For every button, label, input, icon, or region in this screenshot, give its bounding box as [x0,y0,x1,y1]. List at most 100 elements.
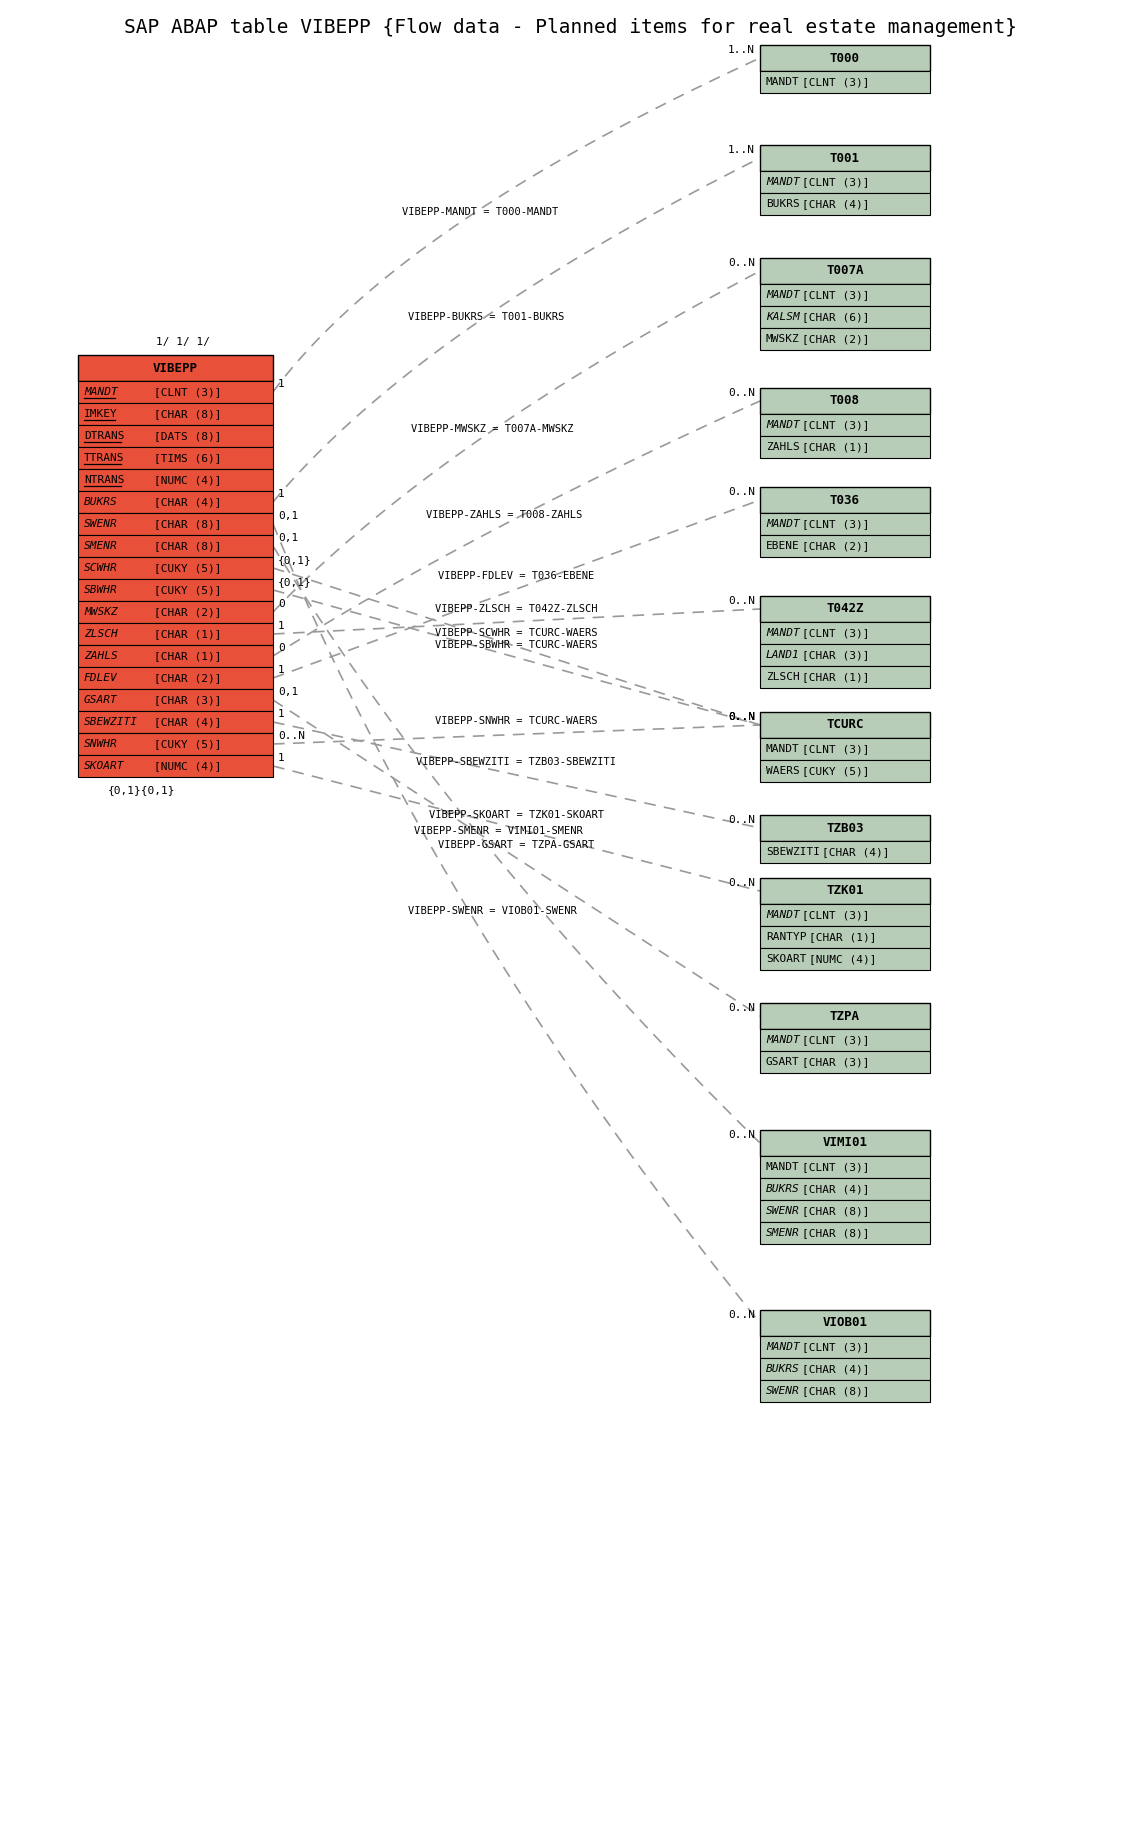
Text: DTRANS: DTRANS [84,432,124,441]
Text: 0: 0 [278,600,285,609]
FancyBboxPatch shape [760,947,930,969]
Text: ZLSCH: ZLSCH [84,629,118,638]
Text: TCURC: TCURC [826,719,864,732]
Text: 0..N: 0..N [728,1002,755,1013]
Text: [CHAR (8)]: [CHAR (8)] [154,410,221,419]
Text: VIBEPP-FDLEV = T036-EBENE: VIBEPP-FDLEV = T036-EBENE [438,571,594,582]
Text: [CHAR (2)]: [CHAR (2)] [154,673,221,682]
Text: TTRANS: TTRANS [84,454,124,463]
FancyBboxPatch shape [760,327,930,349]
Text: VIBEPP-MWSKZ = T007A-MWSKZ: VIBEPP-MWSKZ = T007A-MWSKZ [411,424,574,433]
Text: [CHAR (3)]: [CHAR (3)] [802,649,869,660]
Text: [TIMS (6)]: [TIMS (6)] [154,454,221,463]
Text: GSART: GSART [84,695,118,704]
Text: [CHAR (1)]: [CHAR (1)] [802,443,869,452]
FancyBboxPatch shape [760,1335,930,1357]
Text: [CUKY (5)]: [CUKY (5)] [154,585,221,594]
FancyBboxPatch shape [760,1156,930,1178]
Text: [CHAR (8)]: [CHAR (8)] [802,1227,869,1238]
Text: [CLNT (3)]: [CLNT (3)] [154,388,221,397]
FancyBboxPatch shape [760,1130,930,1156]
Text: VIOB01: VIOB01 [823,1317,867,1330]
Text: 1: 1 [278,666,285,675]
Text: MANDT: MANDT [766,744,800,754]
Text: [CHAR (8)]: [CHAR (8)] [154,541,221,551]
Text: T042Z: T042Z [826,602,864,616]
Text: MANDT: MANDT [766,421,800,430]
Text: VIBEPP-GSART = TZPA-GSART: VIBEPP-GSART = TZPA-GSART [438,840,594,850]
Text: SWENR: SWENR [766,1386,800,1396]
Text: [CLNT (3)]: [CLNT (3)] [802,911,869,920]
Text: 0..N: 0..N [728,711,755,722]
Text: SBEWZITI: SBEWZITI [766,847,820,858]
Text: [CHAR (4)]: [CHAR (4)] [822,847,890,858]
Text: 0..N: 0..N [728,258,755,269]
Text: [CHAR (1)]: [CHAR (1)] [154,651,221,660]
Text: EBENE: EBENE [766,541,800,551]
Text: 0,1: 0,1 [278,688,298,697]
FancyBboxPatch shape [78,536,273,558]
Text: SAP ABAP table VIBEPP {Flow data - Planned items for real estate management}: SAP ABAP table VIBEPP {Flow data - Plann… [124,18,1017,37]
FancyBboxPatch shape [760,878,930,904]
FancyBboxPatch shape [760,536,930,558]
FancyBboxPatch shape [760,1381,930,1403]
Text: [CHAR (4)]: [CHAR (4)] [802,1183,869,1194]
Text: [CLNT (3)]: [CLNT (3)] [802,77,869,88]
Text: 0,1: 0,1 [278,510,298,521]
Text: SNWHR: SNWHR [84,739,118,750]
FancyBboxPatch shape [78,690,273,711]
FancyBboxPatch shape [760,925,930,947]
Text: [CHAR (2)]: [CHAR (2)] [802,335,869,344]
Text: 1: 1 [278,710,285,719]
Text: SBEWZITI: SBEWZITI [84,717,138,726]
Text: MANDT: MANDT [766,1035,800,1044]
Text: [CHAR (1)]: [CHAR (1)] [154,629,221,638]
Text: MANDT: MANDT [766,1342,800,1352]
FancyBboxPatch shape [78,711,273,733]
Text: VIBEPP-MANDT = T000-MANDT: VIBEPP-MANDT = T000-MANDT [403,207,559,218]
Text: [CHAR (4)]: [CHAR (4)] [802,199,869,209]
Text: BUKRS: BUKRS [766,1364,800,1374]
FancyBboxPatch shape [760,841,930,863]
Text: 1: 1 [278,754,285,763]
Text: T007A: T007A [826,265,864,278]
Text: [CLNT (3)]: [CLNT (3)] [802,291,869,300]
Text: 0..N: 0..N [728,816,755,825]
Text: VIBEPP-SNWHR = TCURC-WAERS: VIBEPP-SNWHR = TCURC-WAERS [435,717,598,726]
FancyBboxPatch shape [760,413,930,435]
FancyBboxPatch shape [78,646,273,668]
Text: 0..N: 0..N [728,1310,755,1321]
Text: LAND1: LAND1 [766,649,800,660]
Text: {0,1}: {0,1} [278,576,311,587]
Text: MANDT: MANDT [766,291,800,300]
Text: 1..N: 1..N [728,144,755,155]
FancyBboxPatch shape [760,144,930,170]
FancyBboxPatch shape [78,755,273,777]
Text: [CUKY (5)]: [CUKY (5)] [154,563,221,572]
FancyBboxPatch shape [78,668,273,690]
Text: [CHAR (8)]: [CHAR (8)] [802,1386,869,1396]
Text: TZB03: TZB03 [826,821,864,834]
Text: [CHAR (3)]: [CHAR (3)] [154,695,221,704]
Text: VIBEPP-SKOART = TZK01-SKOART: VIBEPP-SKOART = TZK01-SKOART [429,810,604,821]
Text: BUKRS: BUKRS [84,497,118,507]
Text: VIBEPP-SBWHR = TCURC-WAERS: VIBEPP-SBWHR = TCURC-WAERS [435,640,598,649]
Text: IMKEY: IMKEY [84,410,118,419]
FancyBboxPatch shape [760,71,930,93]
Text: T000: T000 [830,51,860,64]
Text: 1: 1 [278,488,285,499]
FancyBboxPatch shape [78,558,273,580]
Text: [CHAR (4)]: [CHAR (4)] [802,1364,869,1374]
FancyBboxPatch shape [78,490,273,512]
Text: VIBEPP-ZLSCH = T042Z-ZLSCH: VIBEPP-ZLSCH = T042Z-ZLSCH [435,604,598,613]
Text: 1: 1 [278,379,285,390]
Text: SBWHR: SBWHR [84,585,118,594]
FancyBboxPatch shape [78,733,273,755]
Text: SCWHR: SCWHR [84,563,118,572]
Text: RANTYP: RANTYP [766,933,807,942]
Text: [CHAR (1)]: [CHAR (1)] [802,671,869,682]
Text: 1: 1 [278,622,285,631]
Text: [CLNT (3)]: [CLNT (3)] [802,421,869,430]
Text: VIBEPP-SWENR = VIOB01-SWENR: VIBEPP-SWENR = VIOB01-SWENR [408,905,577,916]
Text: T001: T001 [830,152,860,165]
